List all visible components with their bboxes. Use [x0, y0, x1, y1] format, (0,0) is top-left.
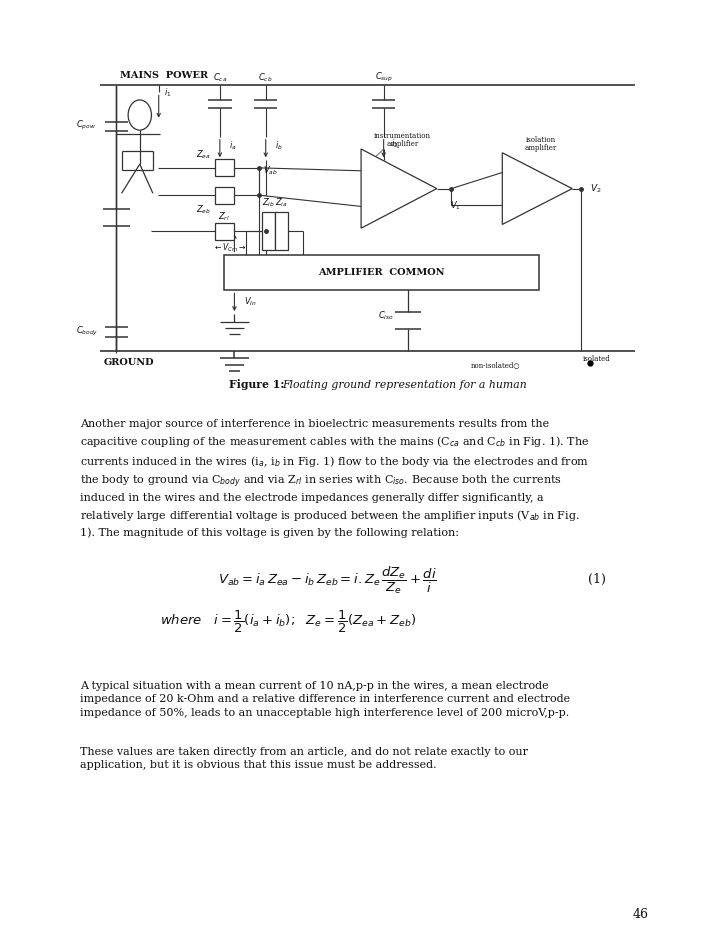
Text: $V_{In}$: $V_{In}$	[244, 295, 257, 308]
Text: amplifier: amplifier	[387, 141, 419, 148]
Text: MAINS  POWER: MAINS POWER	[120, 71, 208, 80]
Text: $V_{ab}$: $V_{ab}$	[263, 164, 277, 177]
Text: Floating ground representation for a human: Floating ground representation for a hum…	[282, 380, 526, 389]
Text: $i_1$: $i_1$	[165, 86, 172, 99]
Text: $V_1$: $V_1$	[450, 199, 460, 212]
Text: $C_{pow}$: $C_{pow}$	[76, 119, 96, 132]
Bar	[224, 255, 539, 290]
Polygon shape	[361, 149, 437, 228]
Text: $i_b$: $i_b$	[275, 140, 282, 153]
Text: isolation: isolation	[526, 136, 556, 143]
Text: isolated: isolated	[583, 356, 611, 363]
Text: $C_{body}$: $C_{body}$	[76, 324, 98, 338]
Text: amplifier: amplifier	[525, 144, 557, 152]
Text: −: −	[363, 202, 371, 211]
Text: $Z_{rl}$: $Z_{rl}$	[218, 210, 230, 223]
Text: $V_{ab}=i_a\,Z_{ea}-i_b\,Z_{eb}=i.Z_e\,\dfrac{dZ_e}{Z_e}+\dfrac{di}{i}$: $V_{ab}=i_a\,Z_{ea}-i_b\,Z_{eb}=i.Z_e\,\…	[218, 564, 438, 596]
Bar	[215, 159, 234, 176]
Text: $Z_{ia}$: $Z_{ia}$	[275, 196, 288, 209]
Text: $Z_{ea}$: $Z_{ea}$	[197, 148, 211, 161]
Polygon shape	[502, 153, 572, 224]
Text: $C_{sup}$: $C_{sup}$	[375, 71, 392, 84]
Text: A typical situation with a mean current of 10 nA,p-p in the wires, a mean electr: A typical situation with a mean current …	[80, 681, 570, 718]
Text: These values are taken directly from an article, and do not relate exactly to ou: These values are taken directly from an …	[80, 747, 528, 770]
Bar	[215, 223, 234, 240]
Text: $Z_{eb}$: $Z_{eb}$	[197, 203, 211, 216]
Text: $C_{iso}$: $C_{iso}$	[378, 309, 394, 323]
Bar	[215, 187, 234, 204]
Text: $Z_{ib}$: $Z_{ib}$	[262, 196, 275, 209]
Text: $C_{ca}$: $C_{ca}$	[213, 71, 227, 84]
Text: $\mathit{where}\quad i=\dfrac{1}{2}(i_a+i_b);\ \ Z_e=\dfrac{1}{2}(Z_{ea}+Z_{eb}): $\mathit{where}\quad i=\dfrac{1}{2}(i_a+…	[160, 609, 416, 636]
Text: $i_2$: $i_2$	[391, 137, 398, 150]
Text: $\leftarrow V_{Cm}\rightarrow$: $\leftarrow V_{Cm}\rightarrow$	[213, 241, 247, 255]
Text: $V_2$: $V_2$	[590, 182, 601, 195]
Text: 46: 46	[633, 908, 649, 921]
Text: +: +	[363, 166, 371, 175]
Text: GROUND: GROUND	[103, 357, 154, 367]
Text: −: −	[504, 200, 513, 209]
Text: $i_a$: $i_a$	[229, 140, 237, 153]
Bar	[275, 212, 288, 250]
Text: instrumentation: instrumentation	[374, 132, 431, 140]
Text: (1): (1)	[588, 573, 606, 587]
Text: +: +	[504, 168, 513, 177]
Bar	[262, 212, 275, 250]
Text: Figure 1:: Figure 1:	[229, 379, 288, 390]
Text: non-isolated○: non-isolated○	[470, 361, 520, 369]
Text: Another major source of interference in bioelectric measurements results from th: Another major source of interference in …	[80, 419, 589, 538]
Text: $C_{cb}$: $C_{cb}$	[258, 71, 273, 84]
Text: AMPLIFIER  COMMON: AMPLIFIER COMMON	[318, 268, 445, 277]
